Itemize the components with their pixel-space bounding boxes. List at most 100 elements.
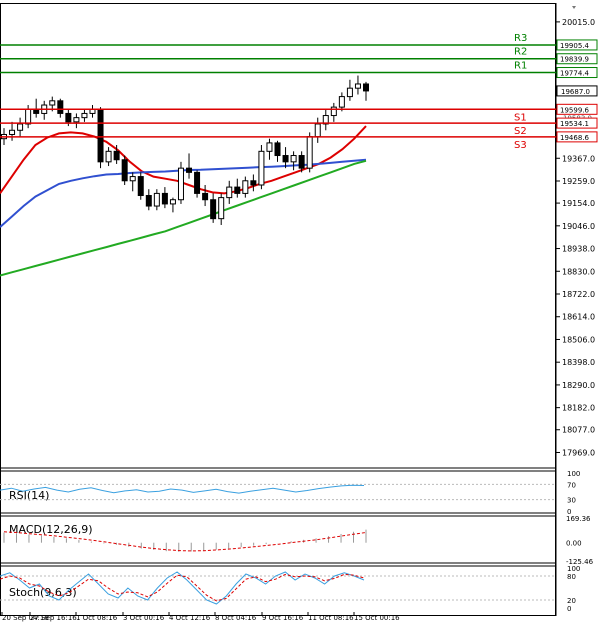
candle-bear — [282, 155, 289, 163]
level-tag-bg — [556, 117, 598, 129]
level-value-label: 19905.4 — [560, 42, 589, 50]
level-name-s2: S2 — [514, 126, 527, 137]
price-tick-label: 19367.0 — [562, 154, 595, 163]
candle-bear — [145, 195, 152, 207]
level-value-label: 19774.4 — [560, 70, 589, 78]
macd-tick-label: 169.36 — [566, 515, 591, 523]
candle-bull — [354, 83, 361, 89]
candle-bull — [306, 136, 313, 169]
price-tick-label: 18938.0 — [562, 245, 595, 254]
candle-bear — [250, 180, 257, 186]
price-tick-label: 20015.0 — [562, 18, 595, 27]
candle-bull — [25, 108, 32, 125]
rsi-panel: RSI(14) 100 70 30 0 — [0, 470, 580, 516]
candle-bull — [290, 155, 297, 163]
candle-bull — [153, 192, 160, 207]
time-tick-label: 15 Oct 00:16 — [354, 614, 400, 622]
price-tick-label: 18614.0 — [562, 313, 595, 322]
macd-signal-line — [3, 531, 367, 552]
time-tick-label: 20 Sep 04:16 — [2, 614, 49, 622]
candle-bear — [363, 83, 369, 92]
candle-bear — [186, 167, 193, 173]
candle-bear — [113, 150, 120, 161]
rsi-tick-label: 0 — [567, 508, 571, 516]
candle-bull — [330, 106, 337, 117]
macd-tick-label: 0.00 — [566, 540, 582, 548]
price-tick-label: 18077.0 — [562, 426, 595, 435]
current-price-tag — [556, 85, 598, 97]
level-tag-bg — [556, 131, 598, 143]
candle-bull — [17, 123, 24, 131]
level-value-label: 19599.6 — [560, 106, 589, 114]
level-name-r3: R3 — [514, 33, 527, 44]
candle-bear — [202, 192, 209, 201]
candle-bear — [234, 186, 241, 194]
candle-bear — [298, 155, 305, 169]
level-name-s1: S1 — [514, 112, 527, 123]
level-tag-bg — [556, 39, 598, 51]
rsi-tick-label: 30 — [567, 497, 576, 505]
level-tag-bg — [556, 103, 598, 115]
time-tick-label: 3 Oct 00:16 — [123, 614, 165, 622]
time-tick-label: 9 Oct 16:16 — [262, 614, 304, 622]
level-value-label: 19839.9 — [560, 56, 589, 64]
chevron-down-icon[interactable] — [572, 6, 576, 9]
candle-bull — [169, 199, 176, 205]
candle-bull — [49, 100, 56, 106]
candle-bull — [258, 150, 265, 186]
candle-bull — [266, 142, 273, 152]
price-tick-label: 18290.0 — [562, 381, 595, 390]
current-price-marker: 19687.0 — [556, 85, 598, 97]
candle-bear — [161, 192, 168, 205]
price-tick-label: 18830.0 — [562, 267, 595, 276]
candle-bull — [218, 197, 225, 220]
rsi-line — [0, 484, 365, 494]
stoch-k-line — [0, 571, 365, 605]
candle-bear — [274, 142, 281, 157]
time-tick-label: 27 Sep 16:16 — [30, 614, 77, 622]
candle-bull — [129, 176, 136, 182]
candle-bull — [81, 112, 88, 119]
candle-bull — [226, 186, 233, 199]
stoch-tick-label: 80 — [567, 573, 576, 581]
price-tick-label: 18722.0 — [562, 290, 595, 299]
level-value-label: 19468.6 — [560, 134, 589, 142]
time-tick-label: 8 Oct 04:16 — [215, 614, 257, 622]
time-tick-label: 4 Oct 12:16 — [169, 614, 211, 622]
candle-bear — [194, 171, 201, 194]
time-tick-label: 1 Oct 08:16 — [76, 614, 118, 622]
ma-line-2 — [0, 159, 367, 277]
candle-bear — [121, 159, 128, 182]
candle-bear — [137, 176, 144, 197]
level-tag-bg — [556, 53, 598, 65]
candle-bull — [322, 115, 329, 125]
macd-tick-label: -125.46 — [566, 558, 594, 566]
rsi-label: RSI(14) — [9, 489, 49, 502]
candle-bear — [65, 112, 72, 123]
rsi-tick-label: 70 — [567, 481, 576, 489]
candle-bull — [105, 150, 112, 163]
price-tick-label: 18398.0 — [562, 358, 595, 367]
stoch-tick-label: 0 — [567, 605, 571, 613]
macd-label: MACD(12,26,9) — [9, 523, 93, 536]
level-value-label: 19534.1 — [560, 120, 589, 128]
candle-bull — [338, 96, 345, 108]
rsi-tick-label: 100 — [567, 470, 580, 478]
current-price-label: 19687.0 — [561, 88, 590, 96]
level-tag-bg — [556, 67, 598, 79]
level-name-s3: S3 — [514, 140, 527, 151]
candle-bull — [177, 167, 184, 201]
candle-bear — [57, 100, 64, 114]
candle-bull — [9, 129, 16, 135]
stoch-label: Stoch(9,6,3) — [9, 586, 77, 599]
candle-bull — [346, 87, 353, 98]
price-tick-label: 19046.0 — [562, 222, 595, 231]
stoch-tick-label: 20 — [567, 597, 576, 605]
price-tick-label: 18182.0 — [562, 404, 595, 413]
candle-bear — [210, 199, 217, 220]
level-name-r1: R1 — [514, 61, 527, 72]
